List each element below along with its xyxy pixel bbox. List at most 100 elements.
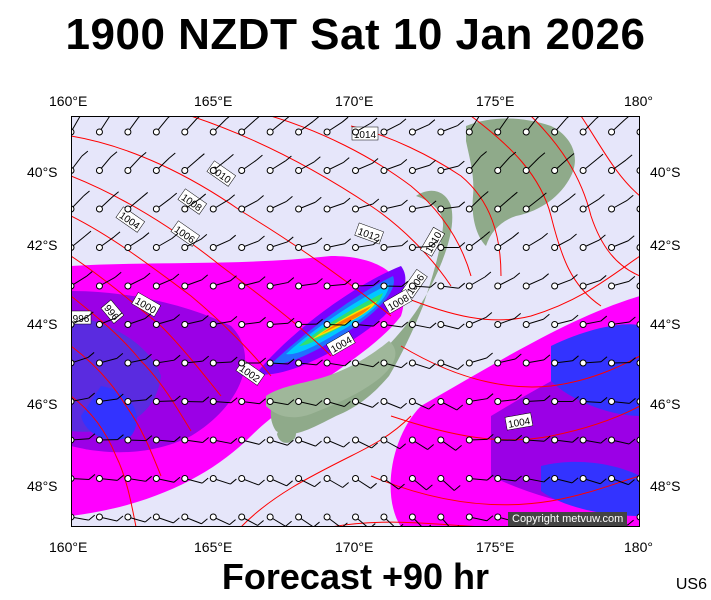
lon-label-top: 180° — [624, 93, 653, 109]
wind-barb-tick — [200, 233, 208, 240]
wind-barb-tick — [371, 442, 378, 449]
station-marker — [465, 475, 473, 482]
lon-label-bottom: 160°E — [49, 539, 88, 555]
station-marker — [152, 398, 160, 405]
station-marker — [266, 398, 274, 405]
station-marker — [380, 513, 388, 521]
wind-barb-tick — [486, 515, 494, 522]
wind-barb-tick — [570, 233, 577, 240]
isobar — [470, 116, 602, 307]
station-marker — [579, 128, 587, 136]
station-marker — [181, 282, 189, 290]
station-marker — [238, 205, 246, 213]
isobar-label: 1014 — [354, 130, 377, 141]
isobar — [370, 475, 640, 506]
station-marker — [124, 359, 132, 367]
wind-barb-tick — [314, 196, 322, 203]
wind-barb-tick — [88, 392, 95, 399]
station-marker — [209, 436, 217, 444]
station-marker — [323, 359, 331, 367]
station-marker — [494, 513, 502, 521]
wind-barb-tick — [116, 352, 124, 359]
wind-barb-tick — [455, 444, 462, 451]
wind-barb-tick — [257, 520, 264, 526]
isobar — [350, 125, 502, 277]
wind-barb-tick — [429, 159, 436, 166]
station-marker — [295, 475, 303, 482]
station-marker — [181, 475, 189, 482]
wind-barb-tick — [599, 478, 607, 485]
station-marker — [380, 167, 388, 174]
wind-barb-tick — [173, 354, 181, 361]
station-marker — [323, 282, 331, 290]
lat-label-right: 48°S — [650, 478, 681, 494]
station-marker — [266, 167, 274, 174]
station-marker — [295, 359, 303, 367]
region-code: US6 — [675, 576, 707, 593]
station-marker — [295, 128, 303, 136]
station-marker — [209, 398, 217, 405]
wind-barb-tick — [286, 236, 294, 243]
wind-barb-tick — [258, 235, 265, 242]
wind-barb-tick — [314, 481, 321, 488]
lat-label-left: 46°S — [27, 396, 58, 412]
lat-label-left: 40°S — [27, 164, 58, 180]
wind-barb-tick — [599, 234, 606, 241]
station-marker — [522, 282, 530, 290]
station-marker — [551, 128, 559, 136]
station-marker — [124, 205, 132, 213]
wind-barb-tick — [486, 433, 494, 440]
wind-barb-tick — [343, 441, 350, 448]
wind-barb-tick — [285, 520, 292, 527]
station-marker — [152, 513, 160, 521]
wind-barb-tick — [343, 197, 351, 204]
wind-barb-tick — [401, 362, 408, 369]
station-marker — [465, 282, 473, 290]
wind-barb-tick — [458, 201, 466, 208]
station-marker — [465, 321, 473, 328]
wind-barb-tick — [599, 275, 607, 281]
station-marker — [352, 244, 359, 251]
rain-area — [541, 461, 640, 516]
wind-barb-tick — [370, 482, 377, 489]
wind-barb-tick — [430, 281, 437, 288]
station-marker — [579, 475, 587, 482]
station-marker — [352, 475, 359, 482]
wind-barb-tick — [201, 477, 209, 484]
station-marker — [408, 244, 416, 251]
isobar — [71, 255, 222, 397]
wind-barb-tick — [145, 435, 153, 442]
wind-barb-tick — [513, 272, 521, 279]
wind-barb-tick — [542, 273, 549, 280]
station-marker — [209, 128, 217, 136]
wind-barb-tick — [373, 320, 380, 327]
wind-barb-tick — [629, 357, 636, 364]
wind-barb-tick — [458, 282, 466, 289]
wind-barb-tick — [427, 524, 432, 527]
wind-barb-tick — [569, 193, 576, 200]
station-marker — [465, 244, 473, 251]
wind-barb-tick — [142, 232, 150, 239]
station-marker — [124, 128, 132, 136]
station-marker — [494, 436, 502, 444]
isobar — [580, 116, 640, 197]
station-marker — [522, 205, 530, 213]
station-marker — [238, 475, 246, 482]
rain-area — [81, 386, 137, 440]
wind-barb-tick — [372, 198, 380, 205]
wind-barb-tick — [315, 400, 323, 406]
station-marker — [95, 359, 103, 367]
wind-barb-tick — [173, 436, 181, 442]
station-marker — [579, 167, 587, 174]
wind-barb-tick — [429, 322, 437, 329]
wind-barb-tick — [144, 313, 152, 320]
wind-barb-tick — [627, 235, 635, 242]
station-marker — [522, 359, 530, 367]
station-marker — [209, 282, 217, 290]
station-marker — [95, 321, 103, 328]
station-marker — [408, 205, 416, 213]
wind-barb-tick — [428, 119, 436, 126]
station-marker — [551, 205, 559, 213]
wind-barb-tick — [88, 514, 96, 521]
wind-barb-tick — [229, 519, 236, 525]
